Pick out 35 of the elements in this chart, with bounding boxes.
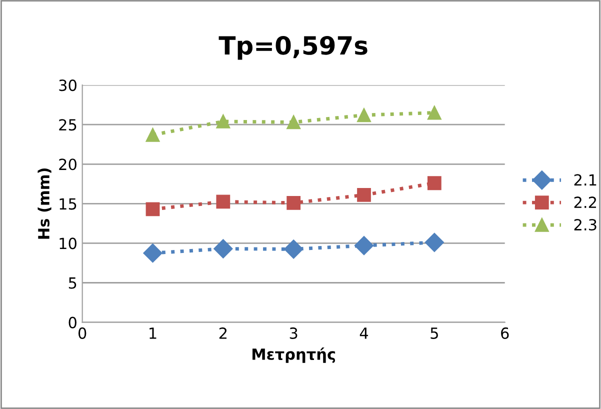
point (284, 240, 304, 259)
point (143, 244, 162, 263)
legend-label: 2.1 (574, 174, 596, 186)
point (286, 196, 301, 210)
y-tick-label: 30 (59, 80, 76, 92)
legend-label: 2.3 (574, 218, 596, 231)
point (146, 202, 160, 216)
point (427, 106, 442, 120)
x-tick-label: 2 (219, 327, 226, 339)
point (214, 239, 233, 258)
y-tick-label: 10 (60, 238, 76, 250)
chart-title: Tp=0,597s (218, 36, 368, 60)
x-tick-label: 6 (501, 327, 509, 339)
x-tick-label: 0 (78, 327, 86, 339)
point (286, 115, 301, 130)
point (216, 194, 230, 209)
point (427, 176, 442, 190)
x-axis-title: Μετρητής (252, 347, 336, 363)
point (357, 108, 371, 122)
y-tick-label: 5 (68, 277, 76, 289)
x-tick-label: 4 (360, 328, 368, 339)
x-tick-label: 5 (430, 328, 438, 339)
y-tick-label: 20 (59, 158, 76, 170)
x-tick-label: 1 (150, 328, 156, 339)
point (146, 128, 160, 142)
y-tick-label: 15 (60, 198, 76, 210)
point (216, 114, 230, 128)
y-axis-title: Hs (mm) (38, 168, 52, 239)
point (357, 188, 371, 202)
point (354, 236, 374, 256)
y-tick-label: 0 (68, 316, 76, 328)
y-tick-label: 25 (59, 119, 76, 131)
legend-label: 2.2 (574, 196, 596, 208)
point (424, 232, 444, 252)
x-tick-label: 3 (290, 327, 298, 339)
